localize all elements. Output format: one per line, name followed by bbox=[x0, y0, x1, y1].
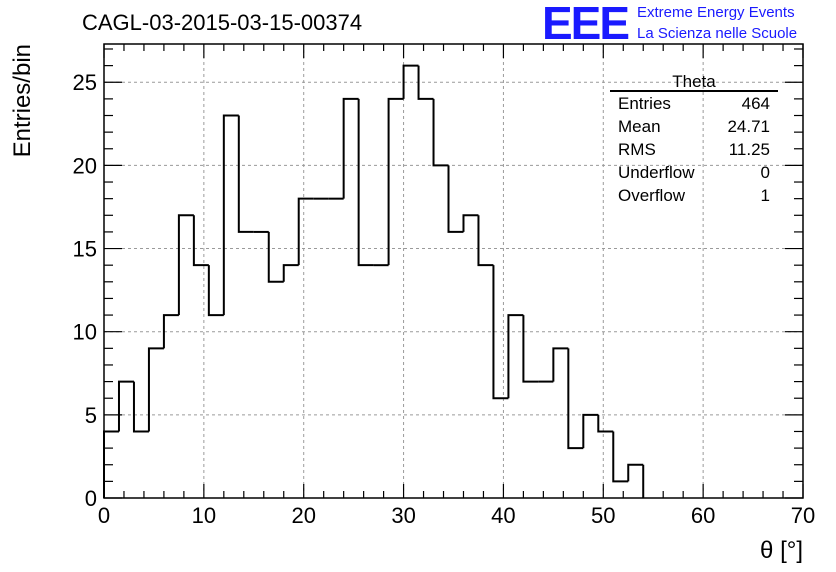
histogram-bin bbox=[492, 265, 509, 400]
stat-value: 464 bbox=[741, 94, 770, 113]
histogram-bin bbox=[207, 265, 224, 317]
x-tick-label: 10 bbox=[192, 503, 216, 528]
histogram-bin bbox=[282, 264, 299, 282]
histogram-bin bbox=[612, 431, 629, 483]
histogram-bin bbox=[162, 314, 179, 349]
stats-divider bbox=[610, 90, 778, 92]
histogram-bin bbox=[462, 214, 479, 232]
histogram-bin bbox=[447, 165, 464, 233]
histogram-bin bbox=[627, 463, 644, 482]
histogram-bin bbox=[522, 315, 539, 383]
histogram-bin bbox=[402, 64, 419, 99]
histogram-bin bbox=[417, 65, 434, 100]
logo-line-1: Extreme Energy Events bbox=[637, 4, 795, 21]
stat-value: 0 bbox=[760, 163, 770, 182]
stat-value: 24.71 bbox=[727, 117, 770, 136]
histogram-bin bbox=[552, 347, 569, 382]
stats-title: Theta bbox=[672, 72, 716, 91]
logo-mark: EEE bbox=[542, 0, 630, 49]
y-tick-label: 15 bbox=[73, 237, 97, 262]
histogram-bin bbox=[387, 97, 404, 266]
plot-frame bbox=[103, 43, 804, 499]
histogram-bin bbox=[567, 348, 584, 450]
histogram-bin bbox=[177, 214, 194, 316]
x-tick-label: 60 bbox=[691, 503, 715, 528]
x-axis-label: θ [°] bbox=[760, 537, 803, 564]
histogram-bin bbox=[297, 197, 314, 266]
stat-name: Entries bbox=[618, 94, 671, 113]
histogram-bin bbox=[507, 314, 524, 399]
histogram-bin bbox=[597, 414, 614, 433]
histogram-bin bbox=[222, 114, 239, 316]
histogram-bin bbox=[237, 115, 254, 233]
x-tick-label: 40 bbox=[491, 503, 515, 528]
x-tick-label: 0 bbox=[98, 503, 110, 528]
histogram-bin bbox=[117, 380, 134, 432]
y-tick-label: 20 bbox=[73, 153, 97, 178]
stat-name: Underflow bbox=[618, 163, 695, 182]
x-tick-label: 70 bbox=[791, 503, 815, 528]
stat-value: 11.25 bbox=[728, 140, 770, 159]
histogram-bin bbox=[432, 98, 449, 167]
y-tick-label: 0 bbox=[85, 486, 97, 511]
stat-name: RMS bbox=[618, 140, 656, 159]
stat-value: 1 bbox=[760, 186, 770, 205]
stat-name: Mean bbox=[618, 117, 661, 136]
histogram-bin bbox=[477, 215, 494, 267]
histogram-bin bbox=[132, 381, 149, 433]
x-tick-label: 30 bbox=[391, 503, 415, 528]
y-tick-label: 5 bbox=[85, 403, 97, 428]
y-tick-label: 25 bbox=[73, 70, 97, 95]
y-axis-label: Entries/bin bbox=[9, 44, 36, 157]
histogram-bin bbox=[342, 97, 359, 199]
x-tick-label: 50 bbox=[591, 503, 615, 528]
histogram-bin bbox=[192, 215, 209, 267]
x-tick-label: 20 bbox=[291, 503, 315, 528]
histogram-bin bbox=[147, 347, 164, 432]
y-tick-label: 10 bbox=[73, 320, 97, 345]
chart-title: CAGL-03-2015-03-15-00374 bbox=[82, 10, 363, 35]
histogram-bin bbox=[582, 413, 599, 449]
histogram-bin bbox=[267, 231, 284, 283]
stat-name: Overflow bbox=[618, 186, 686, 205]
histogram-bin bbox=[357, 98, 374, 267]
logo-line-2: La Scienza nelle Scuole bbox=[637, 25, 798, 42]
